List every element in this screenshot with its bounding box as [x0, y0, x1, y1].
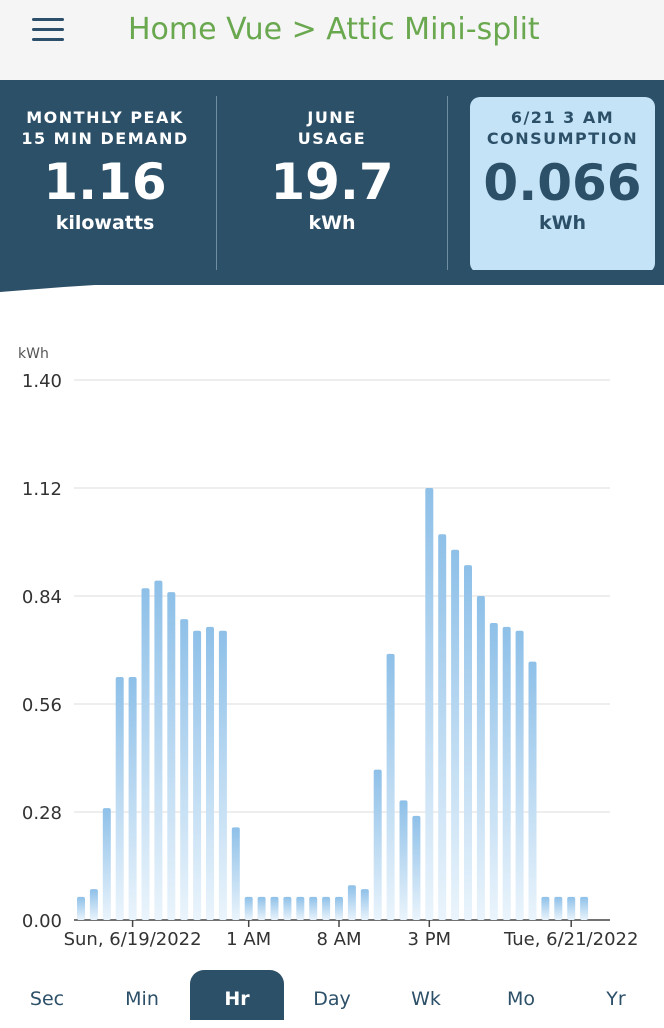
tab-day[interactable]: Day	[313, 988, 351, 1010]
stat-unit: kWh	[538, 212, 587, 234]
tab-sec[interactable]: Sec	[29, 988, 65, 1010]
hour-bar[interactable]	[309, 896, 318, 920]
hour-bar[interactable]	[154, 580, 163, 920]
stat-divider	[216, 96, 217, 274]
hour-bar[interactable]	[386, 653, 395, 920]
hour-bar[interactable]	[180, 619, 189, 920]
y-tick-label: 0.84	[22, 587, 62, 608]
stats-panel: MONTHLY PEAK 15 MIN DEMAND 1.16 kilowatts…	[0, 80, 664, 285]
hour-bar[interactable]	[438, 534, 447, 920]
hour-bar[interactable]	[567, 896, 576, 920]
x-tick-label: 1 AM	[226, 929, 271, 950]
tab-mo[interactable]: Mo	[506, 988, 536, 1010]
x-tick-label: 3 PM	[408, 929, 452, 950]
hour-bar[interactable]	[502, 626, 511, 920]
y-axis-label: kWh	[18, 346, 49, 362]
hour-bar[interactable]	[193, 630, 202, 920]
hour-bar[interactable]	[128, 677, 137, 920]
hour-bar[interactable]	[528, 661, 537, 920]
interval-tabs: Sec Min Hr Day Wk Mo Yr	[0, 970, 664, 1024]
hour-bar[interactable]	[425, 488, 434, 920]
hour-bar[interactable]	[347, 885, 356, 920]
page-title: Home Vue > Attic Mini-split	[128, 12, 540, 47]
hour-bar[interactable]	[476, 596, 485, 920]
hour-bar[interactable]	[399, 800, 408, 920]
stat-unit: kWh	[308, 212, 356, 234]
hour-bar[interactable]	[244, 896, 253, 920]
x-tick-label: Tue, 6/21/2022	[503, 929, 638, 950]
hour-bar[interactable]	[580, 896, 589, 920]
stat-monthly-peak[interactable]: MONTHLY PEAK 15 MIN DEMAND 1.16 kilowatts	[0, 80, 210, 280]
hour-bar[interactable]	[206, 626, 214, 920]
stat-divider	[447, 96, 448, 274]
hour-bar[interactable]	[102, 808, 111, 920]
stat-value: 1.16	[43, 153, 167, 211]
stat-hour-consumption[interactable]: 6/21 3 AM CONSUMPTION 0.066 kWh	[470, 97, 655, 273]
hour-bar[interactable]	[335, 896, 343, 920]
hour-bar[interactable]	[231, 827, 240, 920]
y-tick-label: 0.28	[22, 803, 62, 824]
hour-bar[interactable]	[360, 889, 369, 920]
hour-bar[interactable]	[141, 588, 150, 920]
hour-bar[interactable]	[296, 896, 305, 920]
tab-hr[interactable]: Hr	[190, 970, 284, 1020]
x-tick-label: Sun, 6/19/2022	[64, 929, 202, 950]
hour-bar[interactable]	[218, 630, 227, 920]
hour-bar[interactable]	[554, 896, 563, 920]
tab-min[interactable]: Min	[125, 988, 159, 1010]
hour-bar[interactable]	[451, 549, 460, 920]
tab-wk[interactable]: Wk	[411, 988, 441, 1010]
stat-june-usage[interactable]: JUNE USAGE 19.7 kWh	[227, 80, 437, 280]
y-tick-label: 0.56	[22, 695, 62, 716]
hour-bar[interactable]	[489, 623, 498, 920]
hour-bar[interactable]	[412, 815, 421, 920]
hour-bar[interactable]	[257, 896, 266, 920]
x-tick-label: 8 AM	[316, 929, 361, 950]
hour-bar[interactable]	[322, 896, 331, 920]
hour-bar[interactable]	[541, 896, 550, 920]
stat-unit: kilowatts	[55, 212, 155, 234]
stat-label: 6/21 3 AM CONSUMPTION	[486, 108, 639, 148]
hour-bar[interactable]	[270, 896, 279, 920]
panel-wave-edge	[0, 270, 664, 292]
hour-bar[interactable]	[115, 677, 124, 920]
hour-bar[interactable]	[464, 565, 472, 920]
hour-bar[interactable]	[283, 896, 292, 920]
hour-bar[interactable]	[373, 769, 382, 920]
stat-label: JUNE USAGE	[297, 108, 367, 148]
hour-bar[interactable]	[515, 630, 524, 920]
stat-value: 19.7	[270, 153, 394, 211]
hour-bar[interactable]	[89, 889, 98, 920]
stat-value: 0.066	[483, 154, 642, 212]
usage-bar-chart: 0.00 0.28 0.56 0.84 1.12 1.40 Sun, 6/19/2022 1…	[22, 371, 639, 950]
tab-yr[interactable]: Yr	[606, 988, 626, 1010]
top-app-bar: Home Vue > Attic Mini-split	[0, 0, 664, 80]
hour-bar[interactable]	[167, 592, 176, 920]
y-tick-label: 1.12	[22, 479, 62, 500]
stat-label: MONTHLY PEAK 15 MIN DEMAND	[21, 108, 189, 148]
hour-bar[interactable]	[77, 896, 85, 920]
hamburger-menu-icon[interactable]	[30, 14, 68, 46]
y-tick-label: 0.00	[22, 911, 62, 932]
y-tick-label: 1.40	[22, 371, 62, 392]
